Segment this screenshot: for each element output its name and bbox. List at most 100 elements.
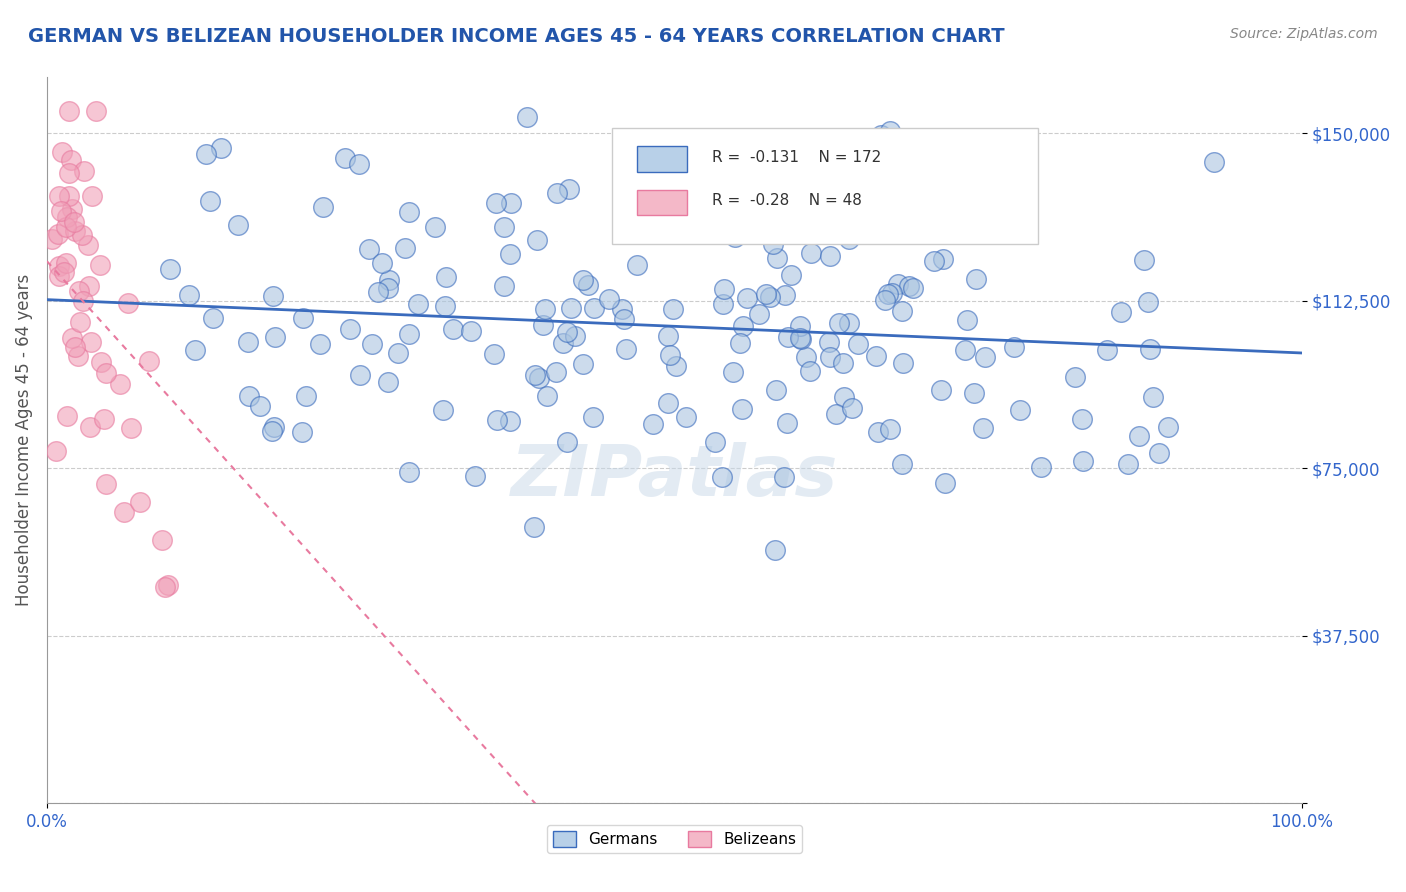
Point [963,199,986,213]
Point [117,296,139,310]
Point [48,259,70,273]
Point [226,218,249,232]
Point [576,278,599,293]
Point [94,476,117,491]
Point [598,293,620,307]
Point [51,145,73,160]
Point [610,301,633,316]
Point [773,287,796,301]
Point [572,273,595,287]
Point [1142,390,1164,404]
Point [790,333,813,347]
Point [846,337,869,351]
Text: R =  -0.28    N = 48: R = -0.28 N = 48 [711,194,862,208]
Point [76,237,98,252]
Point [557,325,579,339]
Point [616,342,638,356]
Point [765,251,787,265]
Point [371,256,394,270]
Point [657,396,679,410]
Point [870,128,893,142]
Point [63,340,86,354]
Point [879,123,901,137]
Point [657,329,679,343]
Point [72,294,94,309]
Point [773,469,796,483]
Point [879,422,901,436]
Point [1071,412,1094,426]
Point [120,421,142,435]
Point [838,316,860,330]
Point [890,215,912,229]
Text: ZIPatlas: ZIPatlas [510,442,838,511]
Legend: Germans, Belizeans: Germans, Belizeans [547,825,801,854]
Point [1157,419,1180,434]
Point [531,318,554,332]
Text: R =  -0.131    N = 172: R = -0.131 N = 172 [711,150,882,165]
Point [555,434,578,449]
Point [157,578,180,592]
Point [460,324,482,338]
Point [129,495,152,509]
Point [45,444,67,458]
Point [665,359,688,374]
Point [361,336,384,351]
Point [710,470,733,484]
Point [55,409,77,424]
Point [79,278,101,293]
Point [263,419,285,434]
Point [1132,252,1154,267]
Point [818,350,841,364]
Point [560,301,582,316]
Point [800,246,823,260]
Point [721,365,744,379]
Point [724,229,747,244]
Point [443,321,465,335]
Point [96,367,118,381]
Point [194,147,217,161]
Point [730,336,752,351]
Point [56,210,79,224]
Point [79,420,101,434]
Point [55,220,77,235]
Point [558,182,581,196]
Point [924,254,946,268]
Point [63,215,86,229]
Point [841,401,863,415]
Point [546,186,568,200]
Point [1008,402,1031,417]
Point [713,282,735,296]
Point [84,103,107,118]
Point [865,349,887,363]
Point [333,152,356,166]
Point [1097,343,1119,357]
Point [758,290,780,304]
Point [868,425,890,439]
Point [873,293,896,307]
Point [67,284,90,298]
Point [974,351,997,365]
Point [1116,457,1139,471]
Point [763,542,786,557]
Point [572,357,595,371]
Point [1071,454,1094,468]
Point [155,580,177,594]
Point [48,227,70,242]
Point [534,302,557,317]
Point [564,329,586,343]
Point [523,520,546,534]
Point [1149,445,1171,459]
Point [200,194,222,208]
Point [377,375,399,389]
Point [794,350,817,364]
Point [755,287,778,301]
Point [436,269,458,284]
Point [184,343,207,357]
Point [583,301,606,316]
Point [238,334,260,349]
Point [406,297,429,311]
Point [799,364,821,378]
Point [499,413,522,427]
Point [377,280,399,294]
Point [775,416,797,430]
